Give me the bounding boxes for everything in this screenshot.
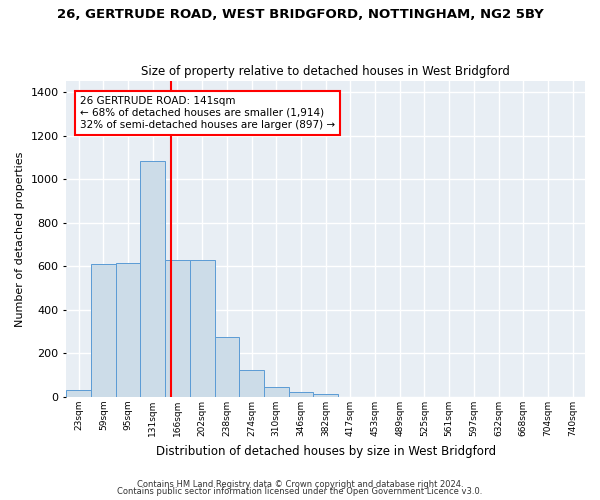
Text: 26, GERTRUDE ROAD, WEST BRIDGFORD, NOTTINGHAM, NG2 5BY: 26, GERTRUDE ROAD, WEST BRIDGFORD, NOTTI… [56,8,544,20]
Bar [289,392,313,397]
Bar [165,260,190,397]
Bar [239,370,264,397]
Y-axis label: Number of detached properties: Number of detached properties [15,152,25,326]
Bar [67,390,91,397]
Text: Contains public sector information licensed under the Open Government Licence v3: Contains public sector information licen… [118,487,482,496]
Title: Size of property relative to detached houses in West Bridgford: Size of property relative to detached ho… [141,66,510,78]
Bar [116,263,140,397]
X-axis label: Distribution of detached houses by size in West Bridgford: Distribution of detached houses by size … [155,444,496,458]
Bar [190,260,215,397]
Bar [215,337,239,397]
Bar [91,264,116,397]
Bar [264,387,289,397]
Text: 26 GERTRUDE ROAD: 141sqm
← 68% of detached houses are smaller (1,914)
32% of sem: 26 GERTRUDE ROAD: 141sqm ← 68% of detach… [80,96,335,130]
Bar [313,394,338,397]
Text: Contains HM Land Registry data © Crown copyright and database right 2024.: Contains HM Land Registry data © Crown c… [137,480,463,489]
Bar [140,160,165,397]
